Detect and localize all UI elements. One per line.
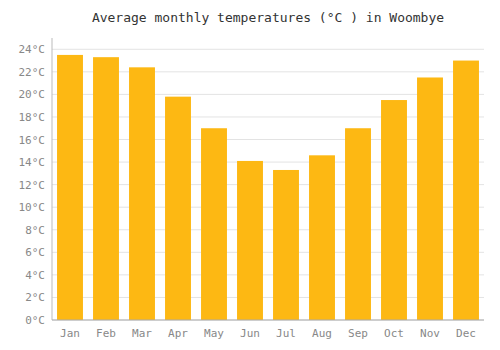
x-tick-label: Dec: [456, 327, 476, 340]
x-tick-label: Nov: [420, 327, 440, 340]
y-axis-line: [52, 38, 53, 320]
x-tick-label: Jun: [240, 327, 260, 340]
y-tick-label: 24°C: [19, 43, 46, 56]
bar: [309, 155, 335, 320]
x-tick-label: May: [204, 327, 224, 340]
bar: [93, 57, 119, 320]
bar: [381, 100, 407, 320]
y-tick-label: 14°C: [19, 156, 46, 169]
x-tick-label: Feb: [96, 327, 116, 340]
bar: [237, 161, 263, 320]
x-tick-label: Jan: [60, 327, 80, 340]
title: Average monthly temperatures (°C ) in Wo…: [92, 10, 444, 25]
grid: [52, 49, 484, 320]
x-tick-label: Mar: [132, 327, 152, 340]
bar: [165, 97, 191, 320]
bar: [453, 61, 479, 320]
bars: [57, 55, 479, 320]
x-tick-label: Jul: [276, 327, 296, 340]
y-tick-label: 18°C: [19, 111, 46, 124]
bar: [57, 55, 83, 320]
y-tick-label: 20°C: [19, 88, 46, 101]
y-tick-label: 12°C: [19, 179, 46, 192]
y-tick-label: 2°C: [25, 291, 45, 304]
grid-line: [52, 49, 484, 50]
bar: [417, 77, 443, 320]
y-tick-label: 10°C: [19, 201, 46, 214]
x-tick-label: Aug: [312, 327, 332, 340]
x-tick-label: Apr: [168, 327, 188, 340]
y-tick-label: 4°C: [25, 269, 45, 282]
y-tick-label: 22°C: [19, 66, 46, 79]
x-tick-label: Oct: [384, 327, 404, 340]
y-tick-label: 8°C: [25, 224, 45, 237]
page: {"chart_data": {"type": "bar", "title": …: [0, 0, 500, 350]
bar: [201, 128, 227, 320]
grid-line: [52, 320, 484, 321]
bar: [273, 170, 299, 320]
x-axis-line: [52, 320, 484, 321]
y-tick-label: 16°C: [19, 134, 46, 147]
chart: Average monthly temperatures (°C ) in Wo…: [0, 0, 500, 350]
y-tick-label: 0°C: [25, 314, 45, 327]
bar: [345, 128, 371, 320]
y-tick-label: 6°C: [25, 246, 45, 259]
bar: [129, 67, 155, 320]
x-tick-label: Sep: [348, 327, 368, 340]
